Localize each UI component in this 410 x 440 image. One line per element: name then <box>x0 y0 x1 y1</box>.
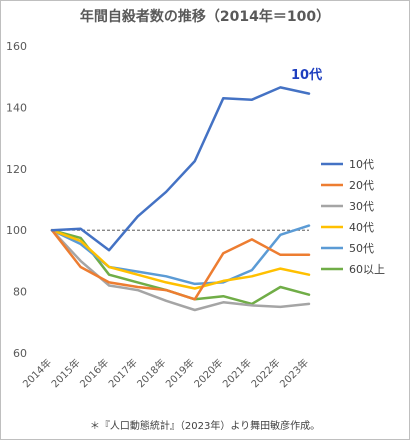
chart-footnote: ＊『人口動態統計』（2023年）より舞田敏彦作成。 <box>90 419 320 432</box>
y-tick-label: 100 <box>6 224 27 237</box>
legend-label: 50代 <box>349 242 374 255</box>
y-tick-label: 140 <box>6 101 27 114</box>
y-tick-label: 80 <box>13 286 27 299</box>
x-tick-label: 2017年 <box>106 356 140 390</box>
y-tick-label: 160 <box>6 40 27 53</box>
x-tick-label: 2022年 <box>248 356 282 390</box>
x-tick-label: 2018年 <box>134 356 168 390</box>
x-tick-label: 2014年 <box>20 356 54 390</box>
x-tick-label: 2021年 <box>220 356 254 390</box>
series-line-60以上 <box>50 228 311 306</box>
series-line-20代 <box>50 228 311 301</box>
legend-label: 20代 <box>349 179 374 192</box>
legend-label: 10代 <box>349 158 374 171</box>
x-tick-label: 2020年 <box>191 356 225 390</box>
x-tick-label: 2016年 <box>77 356 111 390</box>
x-tick-label: 2019年 <box>163 356 197 390</box>
series-line-40代 <box>50 228 311 290</box>
y-tick-label: 120 <box>6 163 27 176</box>
chart-title: 年間自殺者数の推移（2014年＝100） <box>80 8 330 25</box>
series-line-10代 <box>50 86 311 252</box>
legend-label: 40代 <box>349 221 374 234</box>
series-line-30代 <box>50 228 311 312</box>
legend-label: 30代 <box>349 200 374 213</box>
y-tick-label: 60 <box>13 347 27 360</box>
series-annotation-10s: 10代 <box>291 67 322 83</box>
x-tick-label: 2015年 <box>48 356 82 390</box>
series-line-50代 <box>50 224 311 286</box>
x-tick-label: 2023年 <box>277 356 311 390</box>
legend-label: 60以上 <box>349 263 385 276</box>
